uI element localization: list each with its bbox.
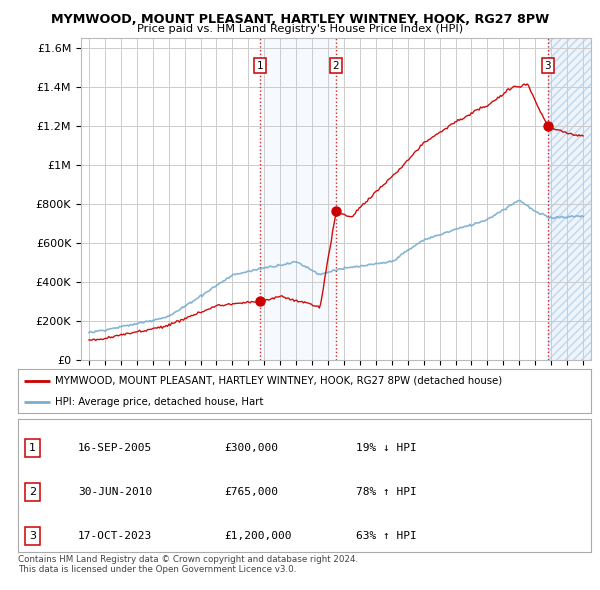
Text: 17-OCT-2023: 17-OCT-2023 — [78, 531, 152, 540]
Text: £765,000: £765,000 — [224, 487, 278, 497]
Text: MYMWOOD, MOUNT PLEASANT, HARTLEY WINTNEY, HOOK, RG27 8PW: MYMWOOD, MOUNT PLEASANT, HARTLEY WINTNEY… — [51, 13, 549, 26]
Text: 3: 3 — [29, 531, 36, 540]
Bar — [548, 38, 591, 360]
Bar — [548, 38, 591, 360]
Text: 2: 2 — [332, 61, 340, 71]
Text: MYMWOOD, MOUNT PLEASANT, HARTLEY WINTNEY, HOOK, RG27 8PW (detached house): MYMWOOD, MOUNT PLEASANT, HARTLEY WINTNEY… — [55, 376, 502, 386]
Text: HPI: Average price, detached house, Hart: HPI: Average price, detached house, Hart — [55, 397, 264, 407]
Text: 30-JUN-2010: 30-JUN-2010 — [78, 487, 152, 497]
Text: Price paid vs. HM Land Registry's House Price Index (HPI): Price paid vs. HM Land Registry's House … — [137, 24, 463, 34]
Text: £1,200,000: £1,200,000 — [224, 531, 292, 540]
Text: 3: 3 — [544, 61, 551, 71]
Text: 19% ↓ HPI: 19% ↓ HPI — [356, 443, 417, 453]
Text: Contains HM Land Registry data © Crown copyright and database right 2024.
This d: Contains HM Land Registry data © Crown c… — [18, 555, 358, 574]
Bar — [548, 38, 591, 360]
Text: 78% ↑ HPI: 78% ↑ HPI — [356, 487, 417, 497]
Text: £300,000: £300,000 — [224, 443, 278, 453]
Text: 1: 1 — [256, 61, 263, 71]
Text: 16-SEP-2005: 16-SEP-2005 — [78, 443, 152, 453]
Bar — [260, 38, 336, 360]
Text: 2: 2 — [29, 487, 36, 497]
Text: 63% ↑ HPI: 63% ↑ HPI — [356, 531, 417, 540]
Text: 1: 1 — [29, 443, 36, 453]
